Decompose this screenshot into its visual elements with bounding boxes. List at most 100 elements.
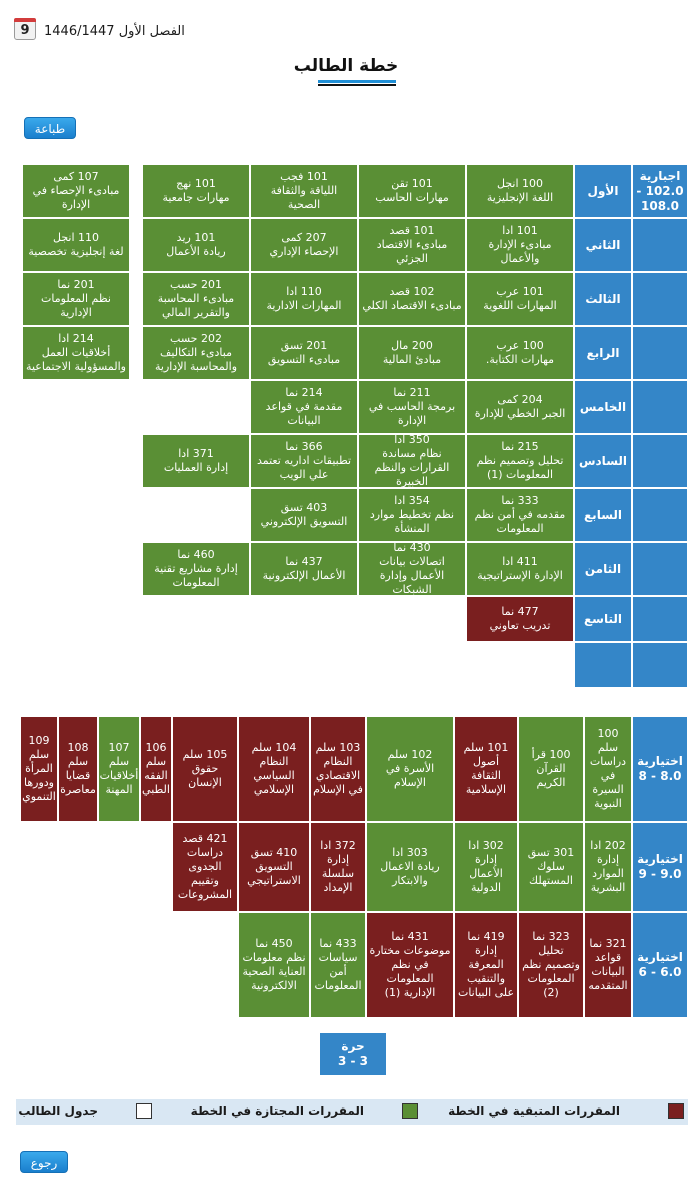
course-cell[interactable]: 101 ريد ريادة الأعمال: [142, 218, 250, 272]
course-cell[interactable]: 101 ادا مبادىء الإدارة والأعمال: [466, 218, 574, 272]
elective-course-cell[interactable]: 450 نما نظم معلومات العناية الصحية الالكت…: [238, 912, 310, 1018]
course-cell[interactable]: 110 انجل لغة إنجليزية تخصصية: [22, 218, 130, 272]
back-button[interactable]: رجوع: [20, 1151, 68, 1173]
course-cell[interactable]: 430 نما اتصالات بيانات الأعمال وإدارة الش…: [358, 542, 466, 596]
elective-course-cell[interactable]: 103 سلم النظام الاقتصادي في الإسلام: [310, 716, 366, 822]
course-cell[interactable]: 102 قصد مبادىء الاقتصاد الكلي: [358, 272, 466, 326]
level-cell: التاسع: [574, 596, 632, 642]
course-cell[interactable]: 366 نما تطبيقات اداريه تعتمد علي الويب: [250, 434, 358, 488]
elective-course-cell[interactable]: 323 نما تحليل وتصميم نظم المعلومات (2): [518, 912, 584, 1018]
elective-course-cell[interactable]: 410 تسق التسويق الاستراتيجي: [238, 822, 310, 912]
elective-course-cell[interactable]: 431 نما موضوعات مختارة في نظم المعلومات ا…: [366, 912, 454, 1018]
course-title: أصول الثقافة الإسلامية: [465, 755, 507, 796]
course-title: اللغة الإنجليزية: [486, 191, 554, 204]
elective-course-cell[interactable]: 202 ادا إدارة الموارد البشرية: [584, 822, 632, 912]
course-cell[interactable]: 207 كمى الإحصاء الإداري: [250, 218, 358, 272]
elective-course-cell[interactable]: 101 سلم أصول الثقافة الإسلامية: [454, 716, 518, 822]
elective-label-cell: اختيارية 6.0 - 6: [632, 912, 688, 1018]
course-title: إدارة مشاريع تقنية المعلومات: [154, 562, 238, 589]
course-cell[interactable]: 107 كمى مبادىء الإحصاء في الإدارة: [22, 164, 130, 218]
free-credits-cell: حرة 3 - 3: [319, 1032, 387, 1076]
course-cell[interactable]: 214 ادا أخلاقيات العمل والمسؤولية الاجتما…: [22, 326, 130, 380]
course-cell[interactable]: 100 عرب مهارات الكتابة.: [466, 326, 574, 380]
course-title: مبادىء المحاسبة والتقرير المالي: [157, 292, 235, 319]
course-cell[interactable]: 333 نما مقدمه في أمن نظم المعلومات: [466, 488, 574, 542]
elective-course-cell[interactable]: 321 نما قواعد البيانات المتقدمه: [584, 912, 632, 1018]
course-code: 100 سلم: [597, 727, 619, 754]
course-title: نظم معلومات العناية الصحية الالكترونية: [242, 951, 306, 992]
level-name: الثامن: [584, 562, 622, 576]
course-cell[interactable]: 211 نما برمجة الحاسب في الإدارة: [358, 380, 466, 434]
course-cell[interactable]: 215 نما تحليل وتصميم نظم المعلومات (1): [466, 434, 574, 488]
course-cell[interactable]: 204 كمى الجبر الخطي للإدارة: [466, 380, 574, 434]
course-cell[interactable]: 354 ادا نظم تخطيط موارد المنشأة: [358, 488, 466, 542]
elective-course-cell[interactable]: 372 ادا إدارة سلسلة الإمداد: [310, 822, 366, 912]
elective-course-cell[interactable]: 433 نما سياسات أمن المعلومات: [310, 912, 366, 1018]
course-title: الأعمال الإلكترونية: [262, 569, 346, 582]
elective-course-cell[interactable]: 100 سلم دراسات في السيرة النبوية: [584, 716, 632, 822]
course-code: 366 نما: [285, 440, 323, 453]
course-code: 354 ادا: [394, 494, 430, 507]
course-code: 109 سلم: [28, 734, 50, 761]
course-cell[interactable]: 214 نما مقدمة في قواعد البيانات: [250, 380, 358, 434]
course-code: 302 ادا: [468, 839, 504, 852]
elective-course-cell[interactable]: 303 ادا ريادة الاعمال والابتكار: [366, 822, 454, 912]
elective-course-cell[interactable]: 302 ادا إدارة الأعمال الدولية: [454, 822, 518, 912]
course-title: ريادة الأعمال: [166, 245, 226, 258]
course-title: نظم تخطيط موارد المنشأة: [369, 508, 455, 535]
elective-course-cell[interactable]: 104 سلم النظام السياسي الإسلامي: [238, 716, 310, 822]
course-title: المرأة ودورها التنموي: [22, 762, 56, 803]
elective-label-cell: اختيارية 9.0 - 9: [632, 822, 688, 912]
course-title: مهارات جامعية: [162, 191, 230, 204]
course-cell[interactable]: 411 ادا الإدارة الإستراتيجية: [466, 542, 574, 596]
elective-course-cell[interactable]: 102 سلم الأسرة في الإسلام: [366, 716, 454, 822]
course-code: 107 كمى: [53, 170, 99, 183]
course-code: 201 حسب: [170, 278, 222, 291]
elective-course-cell[interactable]: 421 قصد دراسات الجدوى وتقييم المشروعات: [172, 822, 238, 912]
course-cell[interactable]: 101 فجب اللياقة والثقافة الصحية: [250, 164, 358, 218]
print-button[interactable]: طباعة: [24, 117, 76, 139]
course-cell[interactable]: 202 حسب مبادىء التكاليف والمحاسبة الإداري…: [142, 326, 250, 380]
elective-course-cell[interactable]: 109 سلم المرأة ودورها التنموي: [20, 716, 58, 822]
course-code: 101 نهج: [176, 177, 216, 190]
elective-course-cell[interactable]: 100 قرأ القرآن الكريم: [518, 716, 584, 822]
course-title: مهارات الحاسب: [375, 191, 449, 204]
course-cell[interactable]: 201 نما نظم المعلومات الإدارية: [22, 272, 130, 326]
course-cell[interactable]: 101 نهج مهارات جامعية: [142, 164, 250, 218]
legend-schedule-label: جدول الطالب: [18, 1104, 98, 1118]
elective-course-cell[interactable]: 419 نما إدارة المعرفة والتنقيب على البيان…: [454, 912, 518, 1018]
course-title: التسويق الاستراتيجي: [247, 860, 301, 887]
course-cell[interactable]: 200 مال مبادئ المالية: [358, 326, 466, 380]
level-name: الأول: [587, 184, 619, 198]
course-title: تحليل وتصميم نظم المعلومات (2): [522, 944, 580, 999]
course-title: الجبر الخطي للإدارة: [474, 407, 566, 420]
elective-course-cell[interactable]: 107 سلم أخلاقيات المهنة: [98, 716, 140, 822]
elective-course-cell[interactable]: 301 تسق سلوك المستهلك: [518, 822, 584, 912]
course-cell[interactable]: 371 ادا إدارة العمليات: [142, 434, 250, 488]
course-cell[interactable]: 201 حسب مبادىء المحاسبة والتقرير المالي: [142, 272, 250, 326]
course-code: 101 عرب: [496, 285, 544, 298]
level-cell: [574, 642, 632, 688]
course-code: 101 قصد: [389, 224, 435, 237]
course-cell[interactable]: 477 نما تدريب تعاوني: [466, 596, 574, 642]
course-cell[interactable]: 101 عرب المهارات اللغوية: [466, 272, 574, 326]
elective-course-cell[interactable]: 106 سلم الفقه الطبي: [140, 716, 172, 822]
course-title: الإدارة الإستراتيجية: [477, 569, 563, 582]
course-cell[interactable]: 403 تسق التسويق الإلكتروني: [250, 488, 358, 542]
elective-course-cell[interactable]: 105 سلم حقوق الإنسان: [172, 716, 238, 822]
course-cell[interactable]: 101 قصد مبادىء الاقتصاد الجزئي: [358, 218, 466, 272]
course-cell[interactable]: 110 ادا المهارات الادارية: [250, 272, 358, 326]
course-title: قضايا معاصرة: [60, 769, 96, 796]
course-cell[interactable]: 437 نما الأعمال الإلكترونية: [250, 542, 358, 596]
legend-schedule-swatch: [136, 1103, 152, 1119]
course-cell[interactable]: 350 ادا نظام مساندة القرارات والنظم الخبي…: [358, 434, 466, 488]
level-name: الرابع: [586, 346, 620, 360]
course-title: مبادىء التسويق: [267, 353, 341, 366]
course-cell[interactable]: 100 انجل اللغة الإنجليزية: [466, 164, 574, 218]
course-title: النظام الاقتصادي في الإسلام: [313, 755, 363, 796]
course-cell[interactable]: 201 تسق مبادىء التسويق: [250, 326, 358, 380]
level-cell: الثاني: [574, 218, 632, 272]
course-cell[interactable]: 101 تقن مهارات الحاسب: [358, 164, 466, 218]
course-cell[interactable]: 460 نما إدارة مشاريع تقنية المعلومات: [142, 542, 250, 596]
elective-course-cell[interactable]: 108 سلم قضايا معاصرة: [58, 716, 98, 822]
